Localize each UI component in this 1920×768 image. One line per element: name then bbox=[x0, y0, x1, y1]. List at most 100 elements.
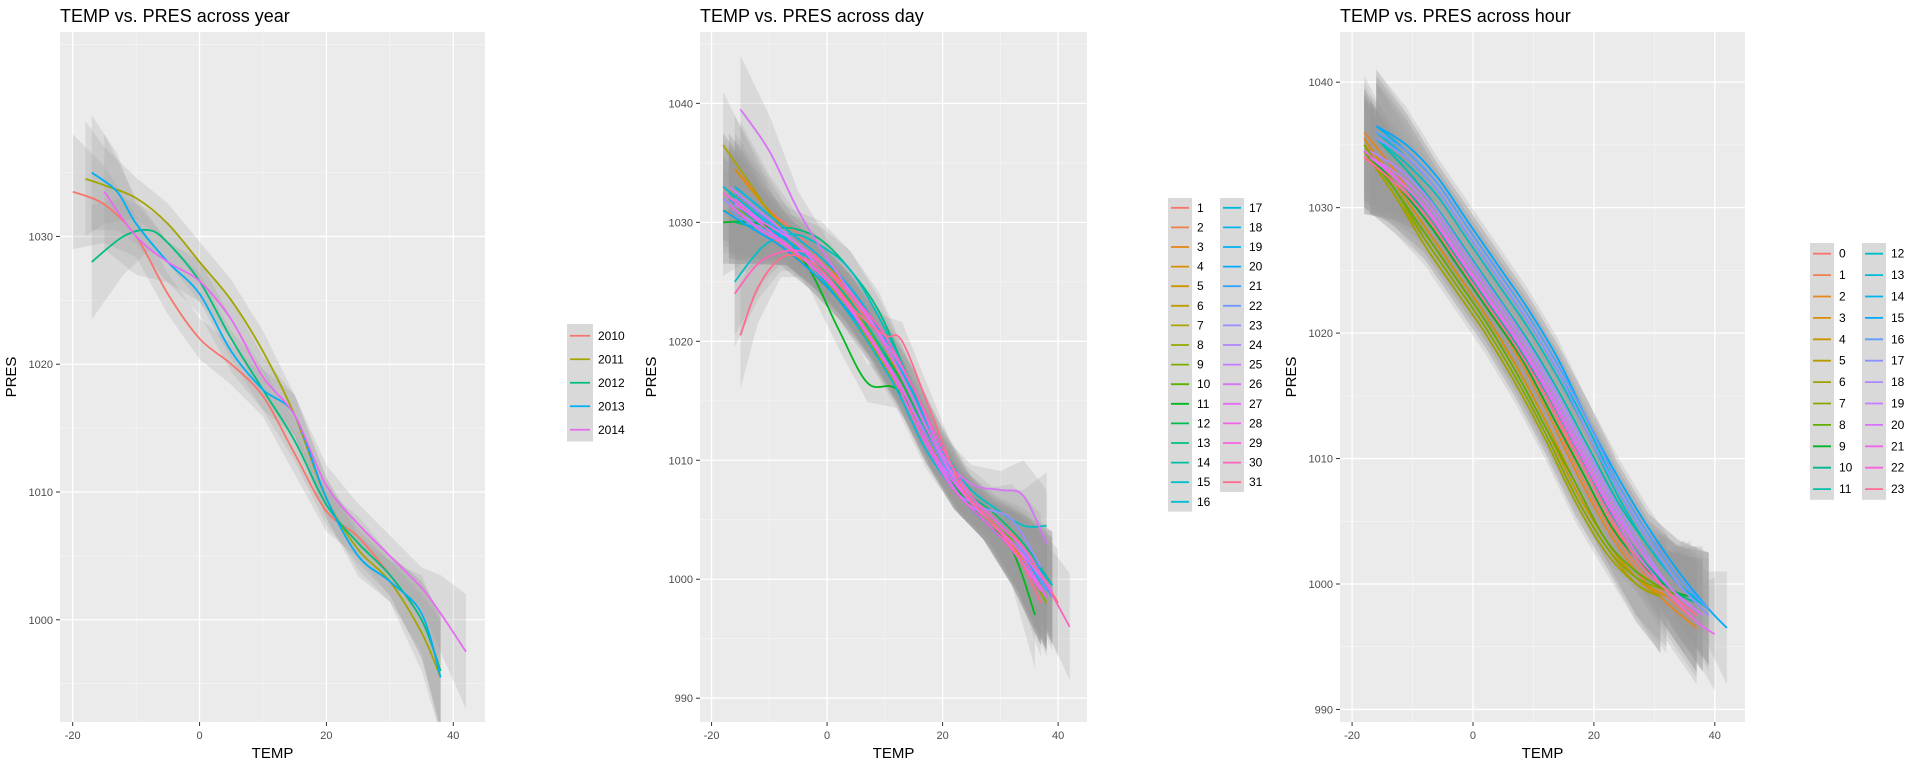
chart-hour: TEMP vs. PRES across hour-20 0 20 409901000… bbox=[1283, 6, 1905, 762]
ribbon-13 bbox=[734, 168, 1053, 639]
legend-label-6: 6 bbox=[1839, 375, 1846, 389]
ribbon-3 bbox=[723, 156, 1041, 645]
series-line-12 bbox=[1375, 137, 1710, 610]
ribbon-8 bbox=[1364, 94, 1685, 653]
legend-label-2012: 2012 bbox=[598, 376, 625, 390]
series-line-31 bbox=[739, 254, 1042, 604]
legend-label-3: 3 bbox=[1197, 240, 1204, 254]
legend-label-27: 27 bbox=[1249, 397, 1263, 411]
legend-label-5: 5 bbox=[1197, 279, 1204, 293]
ribbon-2011 bbox=[85, 121, 441, 722]
legend-label-10: 10 bbox=[1197, 377, 1211, 391]
y-tick-label: 1040 bbox=[1309, 77, 1333, 89]
ribbon-17 bbox=[1376, 82, 1709, 672]
major-grid bbox=[1340, 32, 1745, 722]
x-tick-label: 20 bbox=[320, 730, 332, 742]
y-tick-label: 990 bbox=[1315, 704, 1333, 716]
chart-title: TEMP vs. PRES across hour bbox=[1340, 6, 1571, 26]
series-lines bbox=[72, 171, 467, 678]
y-tick-label: 1030 bbox=[29, 231, 53, 243]
ribbon-5 bbox=[1364, 94, 1661, 653]
legend-label-9: 9 bbox=[1839, 439, 1846, 453]
legend-label-12: 12 bbox=[1197, 416, 1211, 430]
y-axis-title: PRES bbox=[3, 357, 20, 398]
ribbon-2012 bbox=[91, 198, 441, 722]
legend-label-29: 29 bbox=[1249, 436, 1263, 450]
ribbon-3 bbox=[1364, 82, 1667, 653]
y-tick-label: 1020 bbox=[669, 336, 693, 348]
legend-label-30: 30 bbox=[1249, 456, 1263, 470]
y-tick-label: 1000 bbox=[669, 574, 693, 586]
legend-label-2: 2 bbox=[1839, 290, 1846, 304]
ribbon-12 bbox=[728, 145, 1047, 645]
series-line-26 bbox=[739, 108, 1048, 544]
series-line-15 bbox=[1375, 125, 1728, 629]
x-tick-label: -20 bbox=[65, 730, 81, 742]
ribbon-2010 bbox=[72, 134, 441, 722]
x-tick-label: 0 bbox=[824, 730, 830, 742]
ribbon-16 bbox=[1376, 75, 1709, 666]
legend-label-18: 18 bbox=[1249, 220, 1263, 234]
ribbon-5 bbox=[728, 145, 1047, 651]
chart-year: TEMP vs. PRES across year -20 0 20 40 1000 101… bbox=[3, 6, 625, 762]
minor-grid bbox=[700, 32, 1087, 722]
series-line-2014 bbox=[103, 191, 467, 653]
legend-label-16: 16 bbox=[1197, 495, 1211, 509]
legend-label-14: 14 bbox=[1891, 290, 1905, 304]
x-tick-label: 20 bbox=[1588, 730, 1600, 742]
series-line-30 bbox=[733, 249, 1071, 628]
chart-title: TEMP vs. PRES across day bbox=[700, 6, 924, 26]
y-axis-title: PRES bbox=[643, 357, 660, 398]
series-line-6 bbox=[1363, 150, 1661, 598]
series-line-13 bbox=[734, 221, 1054, 586]
series-line-17 bbox=[1375, 137, 1710, 617]
legend-label-23: 23 bbox=[1249, 318, 1263, 332]
legend-label-8: 8 bbox=[1839, 418, 1846, 432]
ribbon-10 bbox=[728, 156, 1047, 651]
panel-year: TEMP vs. PRES across year -20 0 20 40 1000 101… bbox=[0, 0, 640, 768]
ribbon-28 bbox=[728, 151, 1047, 651]
y-tick-label: 1000 bbox=[1309, 579, 1333, 591]
legend-label-2011: 2011 bbox=[598, 352, 624, 366]
ribbon-17 bbox=[728, 151, 1047, 645]
series-line-29 bbox=[722, 191, 1042, 592]
legend-label-26: 26 bbox=[1249, 377, 1263, 391]
legend-label-13: 13 bbox=[1197, 436, 1211, 450]
legend: 2010 2011 2012 2013 2014 bbox=[567, 324, 625, 442]
ribbon-29 bbox=[723, 139, 1041, 645]
legend: 1234567891011121314151617181920212223242… bbox=[1168, 198, 1263, 512]
chart-day: TEMP vs. PRES across day -20 0 20 40 990 1000 1… bbox=[643, 6, 1263, 762]
legend-label-7: 7 bbox=[1839, 397, 1846, 411]
x-tick-label: -20 bbox=[704, 730, 720, 742]
ribbon-7 bbox=[1364, 88, 1667, 647]
legend-label-15: 15 bbox=[1891, 311, 1905, 325]
legend-label-10: 10 bbox=[1839, 461, 1853, 475]
ribbon-19 bbox=[1370, 101, 1703, 672]
legend-key-bg bbox=[1168, 198, 1192, 512]
y-tick-label: 1030 bbox=[1309, 203, 1333, 215]
ribbon-9 bbox=[734, 139, 1053, 645]
legend-label-0: 0 bbox=[1839, 247, 1846, 261]
legend-label-15: 15 bbox=[1197, 475, 1211, 489]
series-line-16 bbox=[1375, 131, 1710, 610]
ribbon-2013 bbox=[91, 115, 441, 722]
legend-label-9: 9 bbox=[1197, 358, 1204, 372]
x-axis-title: TEMP bbox=[252, 745, 294, 762]
legend-key-bg bbox=[1810, 243, 1834, 500]
series-line-8 bbox=[1363, 150, 1685, 598]
legend-label-19: 19 bbox=[1249, 240, 1263, 254]
x-tick-label: 0 bbox=[196, 730, 202, 742]
series-lines bbox=[722, 108, 1071, 628]
legend-label-22: 22 bbox=[1891, 461, 1905, 475]
ribbon-1 bbox=[740, 121, 1059, 657]
legend-label-8: 8 bbox=[1197, 338, 1204, 352]
chart-title: TEMP vs. PRES across year bbox=[60, 6, 290, 26]
ribbon-14 bbox=[1376, 69, 1709, 666]
y-tick-label: 1040 bbox=[669, 98, 693, 110]
legend-label-2013: 2013 bbox=[598, 399, 625, 413]
y-tick-label: 1010 bbox=[1309, 454, 1333, 466]
legend-label-2014: 2014 bbox=[598, 423, 625, 437]
series-line-2013 bbox=[91, 171, 442, 678]
legend-label-5: 5 bbox=[1839, 354, 1846, 368]
